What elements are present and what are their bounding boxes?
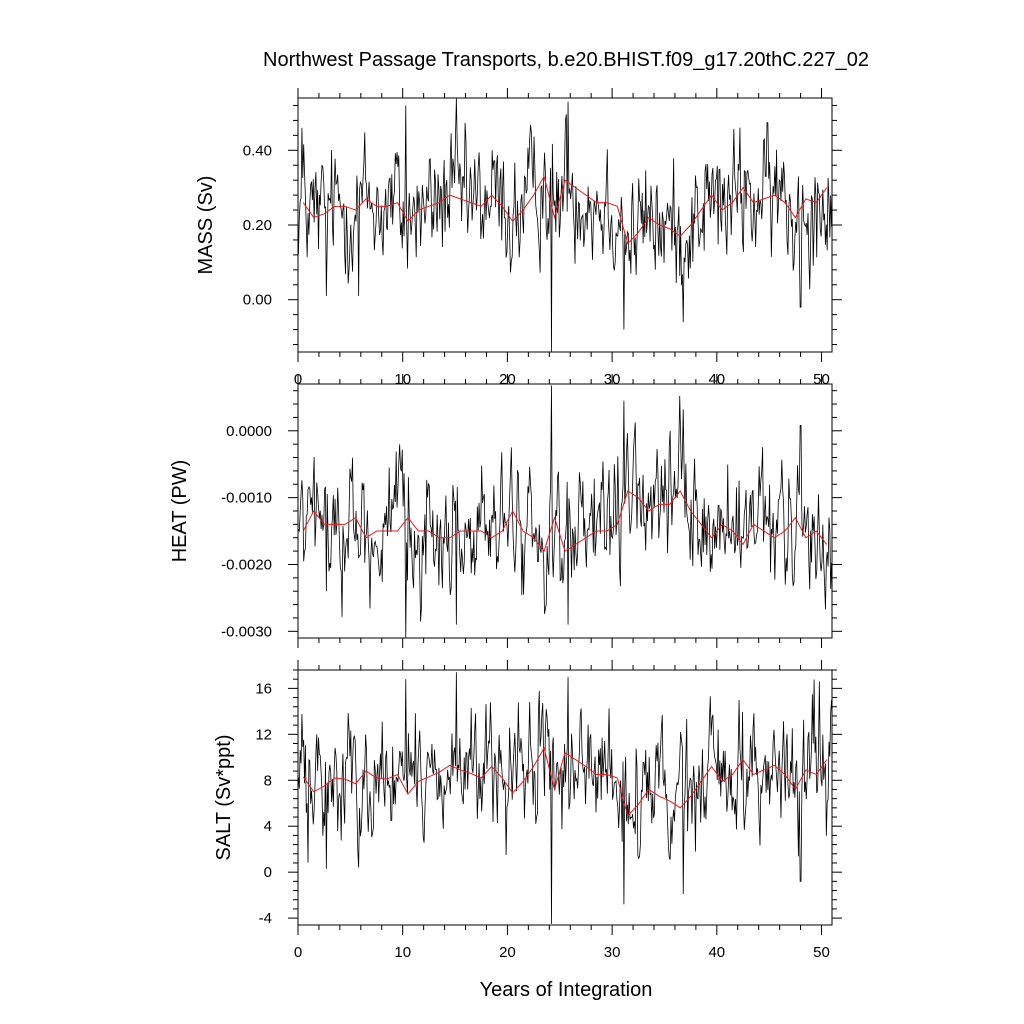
x-tick-label: 40	[708, 944, 725, 961]
y-axis-label: SALT (Sv*ppt)	[213, 735, 235, 861]
y-axis-label: HEAT (PW)	[169, 460, 191, 563]
x-tick-label: 30	[604, 944, 621, 961]
y-tick-label: 12	[255, 726, 272, 743]
x-tick-label: 50	[813, 944, 830, 961]
y-tick-label: 0.00	[243, 292, 272, 309]
y-tick-label: 4	[264, 818, 272, 835]
y-tick-label: 0.0000	[226, 423, 272, 440]
x-tick-label: 20	[499, 944, 516, 961]
y-tick-label: -0.0010	[221, 490, 272, 507]
y-tick-label: 0	[264, 864, 272, 881]
y-tick-label: 8	[264, 772, 272, 789]
y-tick-label: 0.20	[243, 217, 272, 234]
y-tick-label: -0.0030	[221, 623, 272, 640]
chart-title: Northwest Passage Transports, b.e20.BHIS…	[263, 49, 869, 71]
x-tick-label: 0	[294, 944, 302, 961]
x-tick-label: 10	[394, 944, 411, 961]
y-tick-label: -4	[259, 910, 272, 927]
y-tick-label: -0.0020	[221, 556, 272, 573]
x-axis-label: Years of Integration	[480, 979, 653, 1001]
y-tick-label: 16	[255, 680, 272, 697]
y-axis-label: MASS (Sv)	[195, 176, 217, 275]
y-tick-label: 0.40	[243, 142, 272, 159]
